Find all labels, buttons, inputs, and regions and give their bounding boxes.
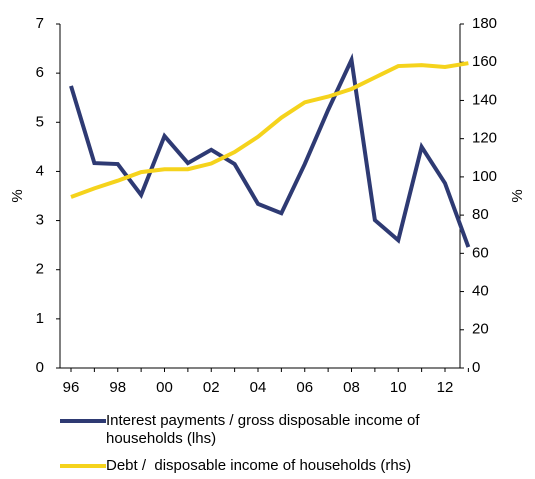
y-tick-label: 7 xyxy=(36,15,44,32)
x-tick-label: 98 xyxy=(109,379,126,395)
legend-entry: Debt / disposable income of households (… xyxy=(60,457,460,475)
y-tick-label: 4 xyxy=(36,162,44,179)
series-line xyxy=(70,61,469,199)
y-tick-label: 0 xyxy=(36,359,44,376)
y2-tick-label: 0 xyxy=(472,359,480,376)
legend-label: Debt / disposable income of households (… xyxy=(106,457,412,474)
y2-tick-label: 40 xyxy=(472,283,489,300)
y-tick-label: 1 xyxy=(36,310,44,327)
y2-tick-label: 120 xyxy=(472,130,497,147)
legend-entry: Interest payments / gross disposable inc… xyxy=(60,412,460,448)
x-tick-label: 04 xyxy=(250,379,267,395)
x-tick-label: 12 xyxy=(437,379,454,395)
y-tick-label: 2 xyxy=(36,261,44,278)
y2-tick-label: 140 xyxy=(472,91,497,108)
x-tick-label: 96 xyxy=(63,379,80,395)
y2-tick-label: 180 xyxy=(472,15,497,32)
y2-tick-label: 60 xyxy=(472,244,489,261)
x-tick-label: 08 xyxy=(343,379,360,395)
y2-tick-label: 160 xyxy=(472,53,497,70)
x-tick-label: 00 xyxy=(156,379,173,395)
legend-swatch xyxy=(60,419,106,423)
y-tick-label: 5 xyxy=(36,113,44,130)
y-tick-label: 3 xyxy=(36,212,44,229)
legend-swatch xyxy=(60,464,106,468)
y2-tick-label: 20 xyxy=(472,321,489,338)
y2-axis-label: % xyxy=(509,189,526,202)
y2-tick-label: 100 xyxy=(472,168,497,185)
y-tick-label: 6 xyxy=(36,64,44,81)
x-tick-label: 10 xyxy=(390,379,407,395)
y-axis-label: % xyxy=(9,189,26,202)
legend-label: Interest payments / gross disposable inc… xyxy=(106,412,424,447)
y2-tick-label: 80 xyxy=(472,206,489,223)
series-line xyxy=(69,52,471,248)
x-tick-label: 06 xyxy=(296,379,313,395)
x-tick-label: 02 xyxy=(203,379,220,395)
